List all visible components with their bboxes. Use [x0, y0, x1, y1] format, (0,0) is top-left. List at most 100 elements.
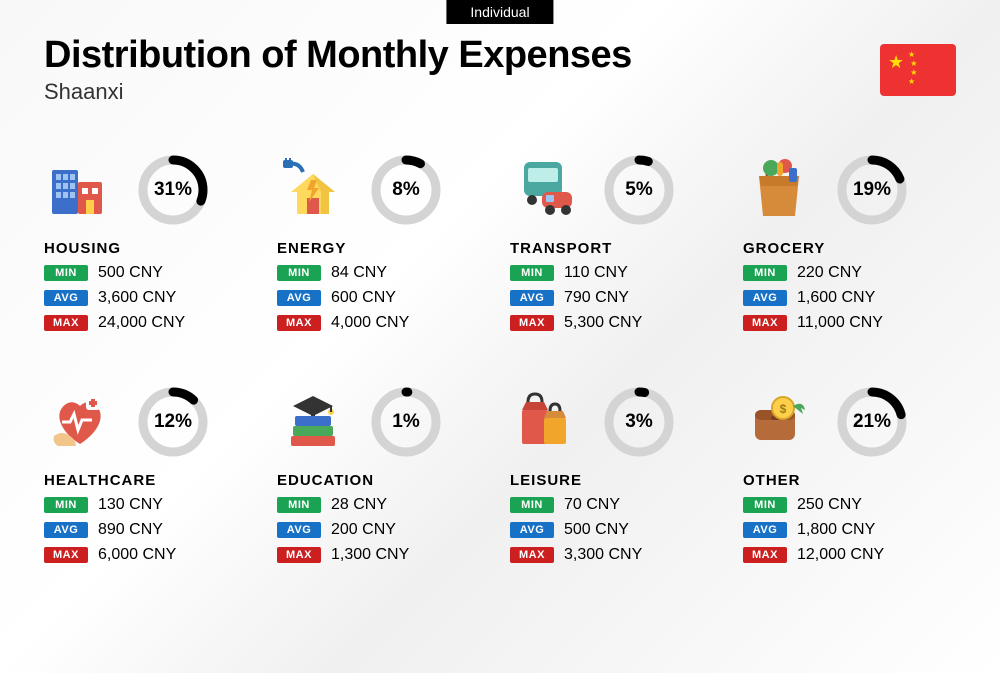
tag-min: MIN: [277, 265, 321, 281]
header: Distribution of Monthly Expenses Shaanxi: [44, 34, 632, 105]
svg-text:$: $: [780, 402, 787, 416]
avg-value: 1,800 CNY: [797, 521, 875, 539]
tag-min: MIN: [277, 497, 321, 513]
tag-min: MIN: [743, 265, 787, 281]
category-name: LEISURE: [510, 472, 723, 489]
stat-avg: AVG 200 CNY: [277, 521, 490, 539]
percent-ring: 12%: [134, 383, 212, 461]
tag-min: MIN: [510, 497, 554, 513]
min-value: 250 CNY: [797, 496, 862, 514]
category-card: $ 21% OTHER MIN 250 CNY AVG 1,800 CNY MA…: [743, 382, 956, 564]
max-value: 3,300 CNY: [564, 546, 642, 564]
avg-value: 790 CNY: [564, 289, 629, 307]
tag-max: MAX: [277, 547, 321, 563]
badge-individual: Individual: [446, 0, 553, 24]
housing-icon: [44, 154, 116, 226]
stat-max: MAX 12,000 CNY: [743, 546, 956, 564]
category-name: OTHER: [743, 472, 956, 489]
energy-icon: [277, 154, 349, 226]
max-value: 1,300 CNY: [331, 546, 409, 564]
stat-max: MAX 6,000 CNY: [44, 546, 257, 564]
max-value: 4,000 CNY: [331, 314, 409, 332]
stat-avg: AVG 3,600 CNY: [44, 289, 257, 307]
min-value: 28 CNY: [331, 496, 387, 514]
percent-value: 3%: [600, 383, 678, 461]
percent-value: 31%: [134, 151, 212, 229]
stat-min: MIN 28 CNY: [277, 496, 490, 514]
healthcare-icon: [44, 386, 116, 458]
tag-max: MAX: [277, 315, 321, 331]
tag-min: MIN: [44, 497, 88, 513]
max-value: 24,000 CNY: [98, 314, 185, 332]
stat-min: MIN 500 CNY: [44, 264, 257, 282]
max-value: 6,000 CNY: [98, 546, 176, 564]
percent-ring: 19%: [833, 151, 911, 229]
tag-max: MAX: [743, 547, 787, 563]
avg-value: 200 CNY: [331, 521, 396, 539]
grocery-icon: [743, 154, 815, 226]
avg-value: 600 CNY: [331, 289, 396, 307]
tag-avg: AVG: [277, 522, 321, 538]
percent-value: 19%: [833, 151, 911, 229]
percent-value: 8%: [367, 151, 445, 229]
stat-min: MIN 70 CNY: [510, 496, 723, 514]
tag-min: MIN: [44, 265, 88, 281]
percent-ring: 21%: [833, 383, 911, 461]
percent-ring: 5%: [600, 151, 678, 229]
percent-ring: 31%: [134, 151, 212, 229]
tag-max: MAX: [44, 547, 88, 563]
percent-ring: 1%: [367, 383, 445, 461]
category-name: HEALTHCARE: [44, 472, 257, 489]
page-title: Distribution of Monthly Expenses: [44, 34, 632, 77]
min-value: 130 CNY: [98, 496, 163, 514]
leisure-icon: [510, 386, 582, 458]
category-name: GROCERY: [743, 240, 956, 257]
education-icon: [277, 386, 349, 458]
stat-min: MIN 84 CNY: [277, 264, 490, 282]
tag-min: MIN: [510, 265, 554, 281]
stat-avg: AVG 500 CNY: [510, 521, 723, 539]
other-icon: $: [743, 386, 815, 458]
stat-avg: AVG 600 CNY: [277, 289, 490, 307]
stat-min: MIN 130 CNY: [44, 496, 257, 514]
min-value: 220 CNY: [797, 264, 862, 282]
stat-avg: AVG 890 CNY: [44, 521, 257, 539]
stat-avg: AVG 1,600 CNY: [743, 289, 956, 307]
tag-avg: AVG: [277, 290, 321, 306]
category-card: 12% HEALTHCARE MIN 130 CNY AVG 890 CNY M…: [44, 382, 257, 564]
min-value: 84 CNY: [331, 264, 387, 282]
category-name: ENERGY: [277, 240, 490, 257]
stat-avg: AVG 790 CNY: [510, 289, 723, 307]
category-card: 19% GROCERY MIN 220 CNY AVG 1,600 CNY MA…: [743, 150, 956, 332]
tag-avg: AVG: [510, 290, 554, 306]
percent-value: 5%: [600, 151, 678, 229]
tag-avg: AVG: [743, 522, 787, 538]
category-card: 5% TRANSPORT MIN 110 CNY AVG 790 CNY MAX…: [510, 150, 723, 332]
tag-avg: AVG: [743, 290, 787, 306]
stat-min: MIN 110 CNY: [510, 264, 723, 282]
transport-icon: [510, 154, 582, 226]
tag-avg: AVG: [44, 522, 88, 538]
tag-max: MAX: [44, 315, 88, 331]
category-card: 1% EDUCATION MIN 28 CNY AVG 200 CNY MAX …: [277, 382, 490, 564]
category-name: EDUCATION: [277, 472, 490, 489]
percent-ring: 8%: [367, 151, 445, 229]
stat-min: MIN 250 CNY: [743, 496, 956, 514]
avg-value: 1,600 CNY: [797, 289, 875, 307]
page-subtitle: Shaanxi: [44, 79, 632, 105]
min-value: 110 CNY: [564, 264, 628, 282]
stat-max: MAX 5,300 CNY: [510, 314, 723, 332]
percent-value: 1%: [367, 383, 445, 461]
max-value: 5,300 CNY: [564, 314, 642, 332]
percent-value: 12%: [134, 383, 212, 461]
category-name: TRANSPORT: [510, 240, 723, 257]
category-grid: 31% HOUSING MIN 500 CNY AVG 3,600 CNY MA…: [44, 150, 956, 564]
stat-max: MAX 24,000 CNY: [44, 314, 257, 332]
tag-avg: AVG: [510, 522, 554, 538]
tag-min: MIN: [743, 497, 787, 513]
percent-value: 21%: [833, 383, 911, 461]
category-name: HOUSING: [44, 240, 257, 257]
category-card: 8% ENERGY MIN 84 CNY AVG 600 CNY MAX 4,0…: [277, 150, 490, 332]
stat-min: MIN 220 CNY: [743, 264, 956, 282]
stat-max: MAX 4,000 CNY: [277, 314, 490, 332]
